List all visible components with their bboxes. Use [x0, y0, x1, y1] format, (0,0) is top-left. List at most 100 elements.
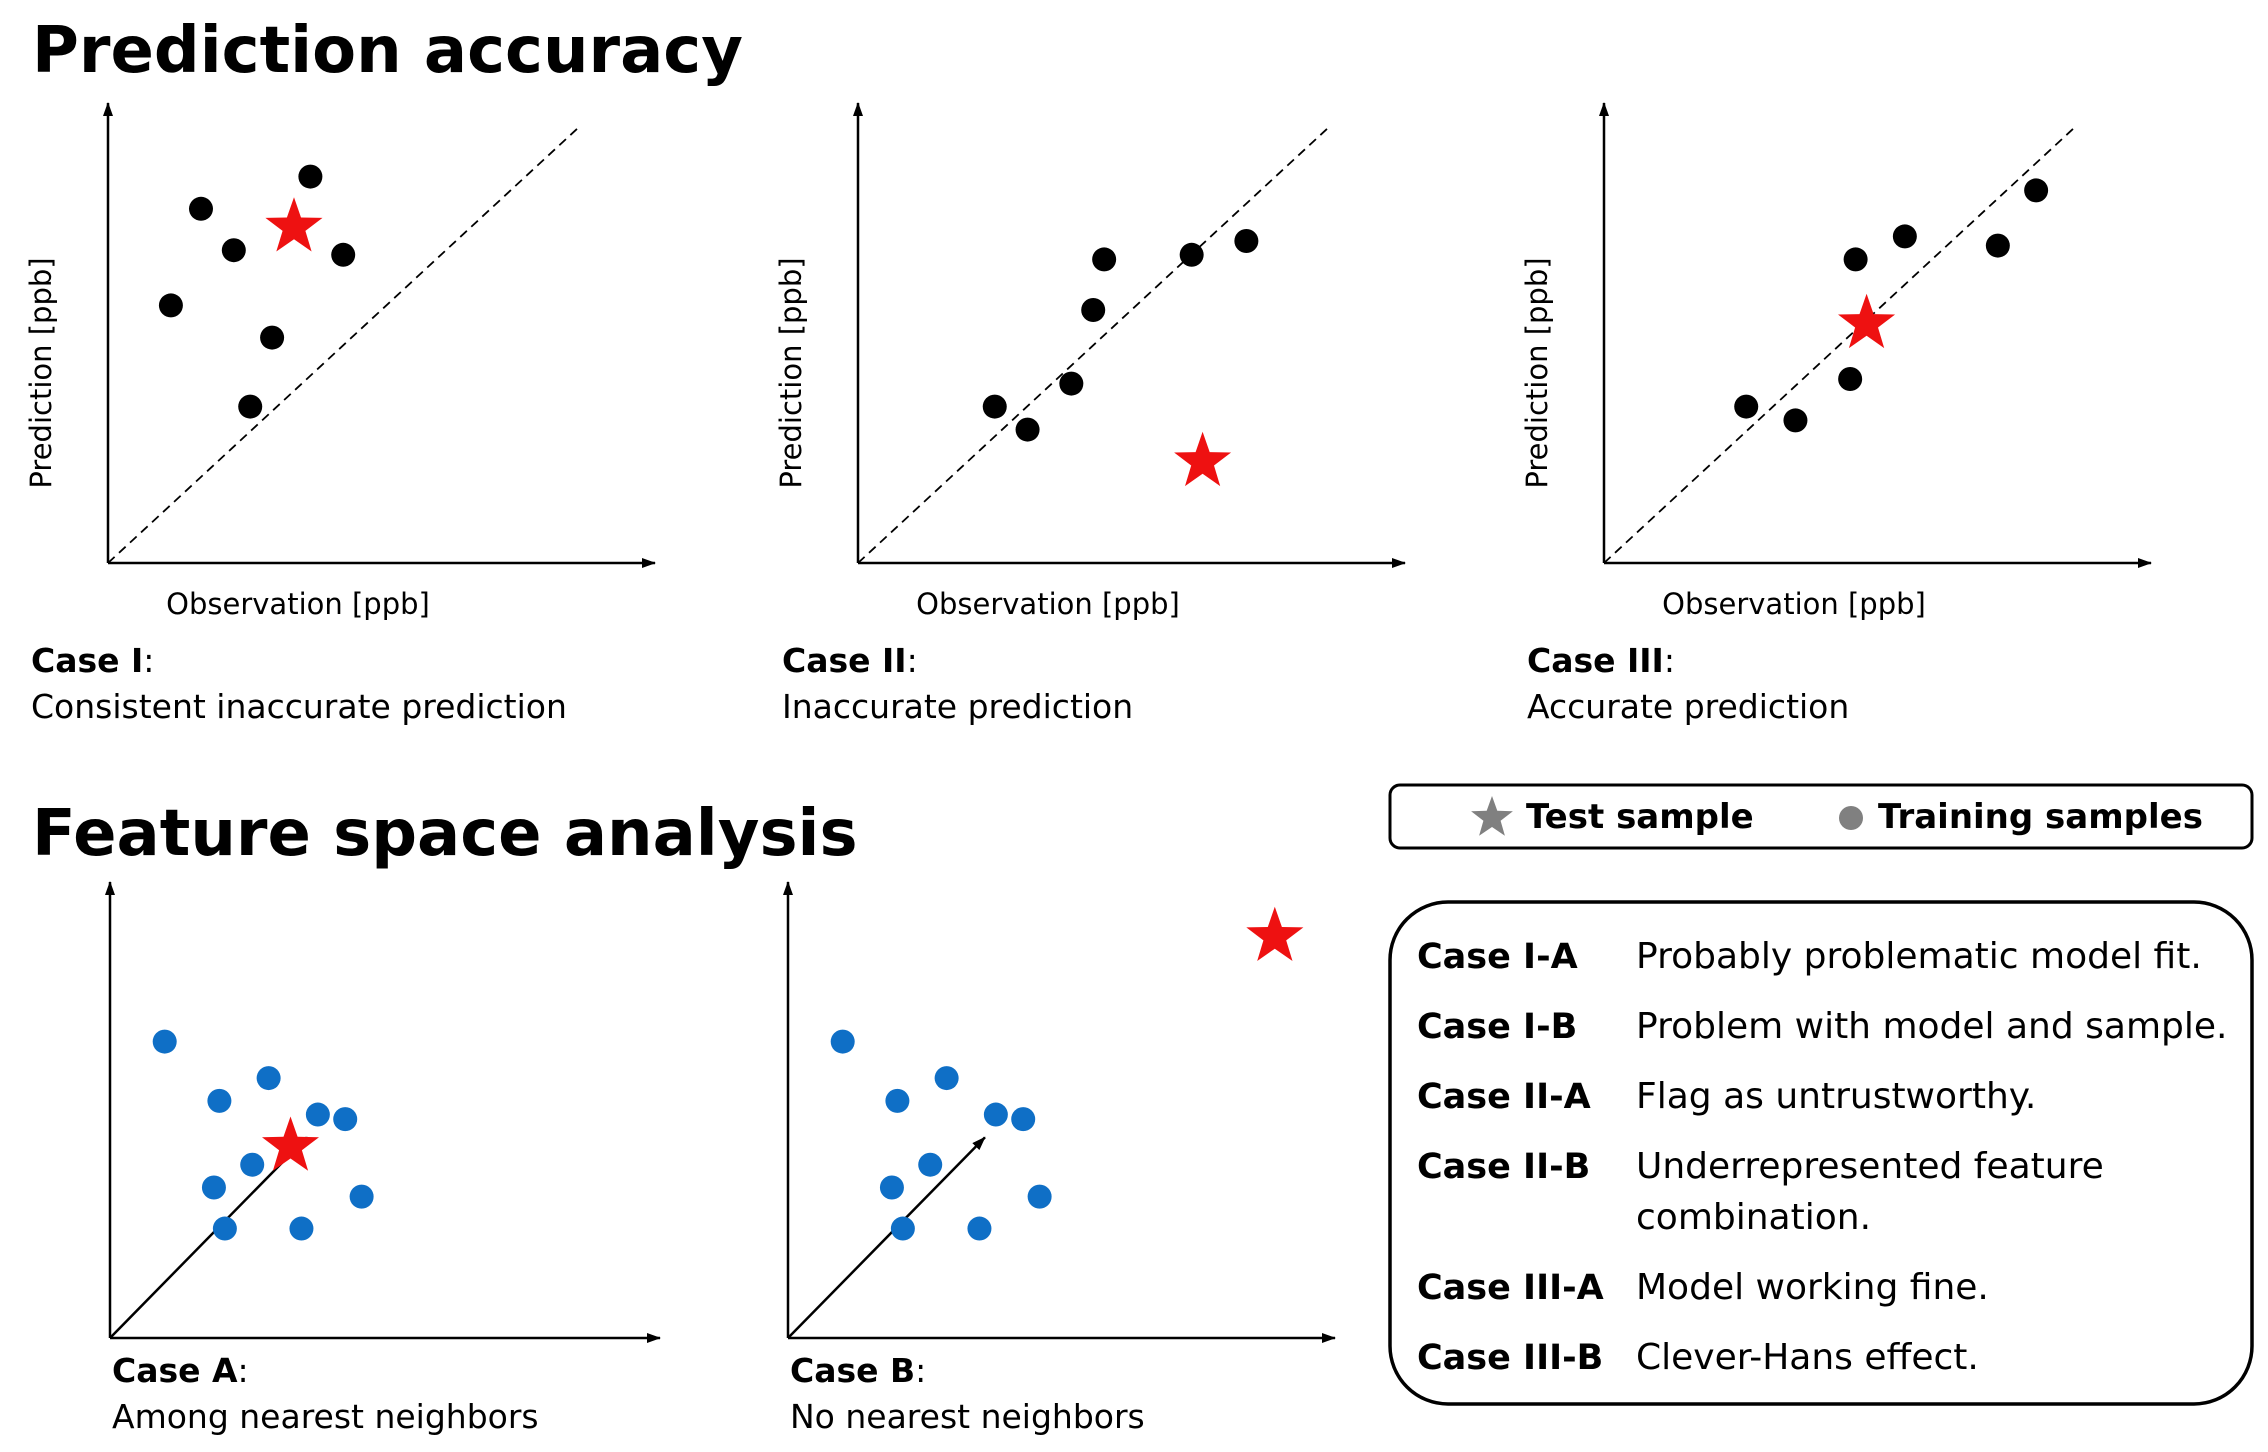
y-axis-label: Prediction [ppb]: [24, 257, 58, 488]
training-point: [201, 1175, 226, 1200]
training-point: [2024, 178, 2049, 203]
training-point: [918, 1152, 943, 1177]
training-point: [1081, 298, 1106, 322]
legend-box: [1388, 783, 2254, 850]
case-label: Case B:: [790, 1351, 926, 1390]
star-icon: [1471, 796, 1513, 836]
case-name: Case B: [790, 1351, 915, 1390]
case-explanation: Underrepresented feature: [1636, 1146, 2104, 1187]
training-point: [885, 1088, 910, 1113]
training-point: [934, 1066, 959, 1091]
case-explanation: Clever-Hans effect.: [1636, 1337, 1979, 1378]
test-sample-star: [262, 1116, 319, 1171]
test-sample-star: [1246, 906, 1304, 961]
training-point: [260, 325, 285, 350]
legend-train-label: Training samples: [1878, 797, 2203, 837]
training-point: [890, 1216, 915, 1241]
training-point: [879, 1175, 904, 1200]
case-name: Case A: [112, 1351, 238, 1390]
case-explanation: Model working fine.: [1636, 1267, 1989, 1308]
training-point: [207, 1088, 232, 1113]
training-point: [1027, 1184, 1052, 1209]
training-point: [289, 1216, 314, 1241]
training-point: [152, 1029, 177, 1054]
x-axis-label: Observation [ppb]: [1662, 587, 1926, 621]
feature-vector-arrow: [787, 1136, 986, 1339]
x-axis-label: Observation [ppb]: [166, 587, 430, 621]
training-point: [1843, 247, 1868, 272]
case-description: Accurate prediction: [1527, 687, 1849, 726]
case-description: No nearest neighbors: [790, 1397, 1145, 1436]
training-points: [158, 164, 356, 419]
test-star-mark: [1174, 431, 1232, 487]
training-point: [188, 196, 213, 221]
training-point: [305, 1102, 330, 1127]
case-description: Among nearest neighbors: [112, 1397, 539, 1436]
feature-panel-case-a: Case A: Among nearest neighbors: [105, 881, 661, 1436]
training-point: [1092, 247, 1117, 272]
training-points: [152, 1029, 374, 1241]
training-point: [349, 1184, 374, 1209]
case-key: Case II-B: [1417, 1147, 1590, 1187]
case-name: Case I: [31, 641, 143, 680]
case-name: Case II: [782, 641, 907, 680]
training-point: [1011, 1107, 1036, 1132]
case-description: Inaccurate prediction: [782, 687, 1133, 726]
training-point: [212, 1216, 237, 1241]
training-point: [1179, 242, 1204, 267]
prediction-panel-case-2: Prediction [ppb] Observation [ppb] Case …: [774, 102, 1406, 726]
legend-test-label: Test sample: [1526, 797, 1754, 837]
feature-section-title: Feature space analysis: [32, 797, 858, 871]
training-point: [298, 164, 323, 189]
case-label: Case II:: [782, 641, 918, 680]
case-key: Case I-B: [1417, 1007, 1577, 1047]
case-label: Case III:: [1527, 641, 1675, 680]
training-point: [256, 1066, 281, 1091]
feature-panel-case-b: Case B: No nearest neighbors: [783, 881, 1336, 1436]
training-point: [238, 394, 263, 419]
training-point: [240, 1152, 265, 1177]
circle-icon: [1839, 806, 1863, 830]
training-point: [982, 394, 1007, 419]
prediction-panel-case-1: Prediction [ppb] Observation [ppb] Case …: [24, 102, 656, 726]
test-sample-star: [1838, 293, 1896, 349]
identity-line: [1603, 127, 2075, 564]
training-point: [1892, 224, 1917, 249]
training-point: [1734, 394, 1759, 419]
cases-table: Case I-A Probably problematic model fit. C…: [1388, 900, 2254, 1406]
case-key: Case II-A: [1417, 1077, 1591, 1117]
case-explanation: Flag as untrustworthy.: [1636, 1076, 2036, 1117]
case-label: Case A:: [112, 1351, 249, 1390]
training-points: [830, 1029, 1052, 1241]
cases-table-box: [1388, 900, 2254, 1406]
prediction-panel-case-3: Prediction [ppb] Observation [ppb] Case …: [1520, 102, 2152, 726]
feature-vector-arrow: [109, 1136, 308, 1339]
case-key: Case I-A: [1417, 937, 1578, 977]
prediction-section-title: Prediction accuracy: [32, 14, 743, 88]
training-point: [331, 242, 356, 267]
identity-line: [857, 127, 1329, 564]
training-point: [983, 1102, 1008, 1127]
test-star-mark: [265, 197, 323, 252]
training-point: [221, 238, 246, 263]
training-point: [1059, 371, 1084, 396]
x-axis-label: Observation [ppb]: [916, 587, 1180, 621]
case-explanation: Problem with model and sample.: [1636, 1006, 2228, 1047]
training-point: [1783, 408, 1808, 433]
training-point: [967, 1216, 992, 1241]
test-star-mark: [1838, 293, 1896, 349]
training-point: [333, 1107, 358, 1132]
training-points: [982, 229, 1259, 442]
case-label: Case I:: [31, 641, 154, 680]
case-key: Case III-B: [1417, 1338, 1603, 1378]
test-sample-star: [1174, 431, 1232, 487]
y-axis-label: Prediction [ppb]: [774, 257, 808, 488]
case-explanation: Probably problematic model fit.: [1636, 936, 2202, 977]
training-point: [1838, 367, 1863, 391]
training-point: [1985, 233, 2010, 258]
training-point: [1015, 417, 1040, 442]
test-star-mark: [262, 1116, 319, 1171]
training-points: [1734, 178, 2049, 433]
test-sample-star: [265, 197, 323, 252]
case-key: Case III-A: [1417, 1268, 1604, 1308]
